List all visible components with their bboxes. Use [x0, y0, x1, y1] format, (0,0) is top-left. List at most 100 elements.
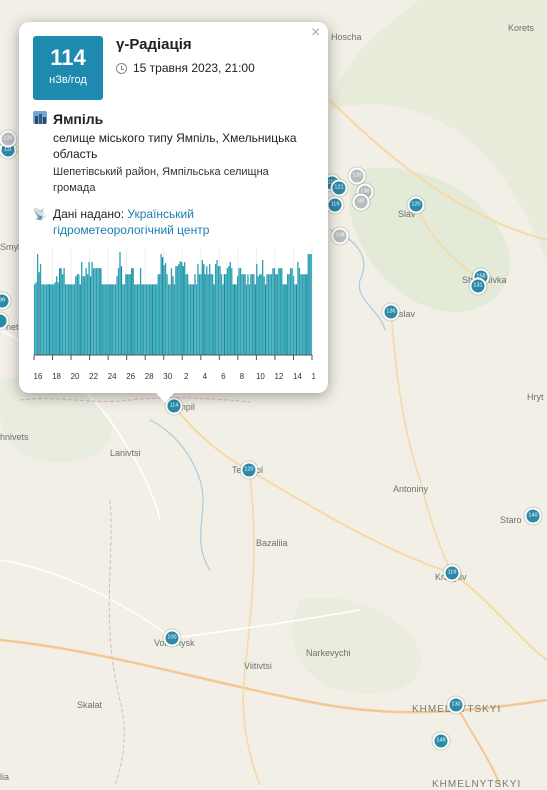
chart-bar	[114, 284, 117, 355]
chart-bar	[286, 274, 289, 355]
chart-bar	[301, 274, 304, 355]
source-link[interactable]: Український гідрометеорологічний центр	[53, 207, 210, 237]
timestamp-text: 15 травня 2023, 21:00	[133, 61, 255, 75]
chart-bar	[176, 266, 178, 355]
station-marker[interactable]: 130	[348, 167, 366, 185]
chart-bar	[91, 262, 93, 355]
station-marker[interactable]: 99	[352, 193, 370, 211]
chart-bar	[97, 268, 99, 355]
chart-bar	[288, 274, 290, 355]
station-marker[interactable]: 120	[407, 196, 425, 214]
chart-bar	[292, 276, 295, 355]
chart-bar	[267, 274, 270, 355]
chart-bar	[250, 274, 252, 355]
chart-bar	[281, 268, 283, 355]
chart-bar	[154, 284, 156, 355]
x-tick-label: 16	[312, 372, 315, 381]
x-tick-label: 10	[256, 372, 265, 381]
chart-bar	[172, 276, 174, 355]
chart-bar	[259, 274, 261, 355]
city-icon	[33, 111, 47, 124]
place-label: Lanivtsi	[110, 448, 141, 458]
chart-bar	[95, 268, 98, 355]
chart-bar	[206, 266, 208, 355]
station-marker[interactable]: 119	[326, 196, 344, 214]
station-marker[interactable]: 149	[432, 732, 450, 750]
station-marker[interactable]: 114	[165, 397, 183, 415]
station-marker[interactable]: 108	[331, 227, 349, 245]
place-label: Antoniny	[393, 484, 429, 494]
station-marker[interactable]: 99	[0, 292, 11, 310]
place-label: Viitivtsi	[244, 661, 272, 671]
history-chart: 1618202224262830246810121416	[33, 249, 315, 381]
chart-bar	[79, 284, 81, 355]
chart-bar	[110, 284, 112, 355]
chart-bar	[175, 266, 177, 355]
chart-bar	[64, 284, 67, 355]
station-marker[interactable]: 130	[447, 696, 465, 714]
chart-bar	[41, 284, 43, 355]
chart-bar	[78, 274, 80, 355]
x-tick-label: 2	[184, 372, 189, 381]
chart-bar	[219, 266, 221, 355]
chart-bar	[192, 284, 195, 355]
chart-bar	[119, 252, 121, 355]
chart-bar	[241, 274, 243, 355]
chart-bar	[131, 268, 133, 355]
chart-bar	[194, 274, 196, 355]
station-marker[interactable]: 126	[0, 130, 17, 148]
chart-bar	[278, 268, 280, 355]
chart-bar	[304, 274, 306, 355]
station-marker[interactable]: 119	[443, 564, 461, 582]
chart-bar	[39, 264, 42, 355]
chart-bar	[239, 268, 242, 355]
chart-bar	[148, 284, 151, 355]
chart-bar	[195, 284, 198, 355]
station-marker[interactable]: 140	[524, 507, 542, 525]
chart-bar	[289, 268, 292, 355]
source-prefix: Дані надано:	[53, 207, 125, 221]
station-marker[interactable]: 100	[163, 629, 181, 647]
chart-bar	[144, 284, 146, 355]
reading-unit: нЗв/год	[49, 74, 87, 86]
station-marker[interactable]: 120	[240, 461, 258, 479]
chart-bar	[228, 266, 230, 355]
chart-bar	[294, 284, 296, 355]
chart-bar	[203, 264, 205, 355]
chart-bar	[89, 276, 92, 355]
chart-bar	[47, 284, 49, 355]
place-label: Iziaslav	[385, 309, 416, 319]
chart-bar	[297, 262, 299, 355]
chart-bar	[189, 284, 192, 355]
station-marker[interactable]: 136	[382, 303, 400, 321]
close-button[interactable]: ×	[311, 24, 321, 41]
chart-bar	[264, 284, 267, 355]
chart-bar	[103, 284, 105, 355]
chart-bar	[273, 268, 276, 355]
chart-bar	[272, 268, 274, 355]
chart-bar	[245, 284, 248, 355]
chart-bar	[147, 284, 149, 355]
station-marker[interactable]: 131	[469, 277, 487, 295]
chart-bar	[73, 284, 76, 355]
place-label: Narkevychi	[306, 648, 351, 658]
chart-bar	[132, 268, 134, 355]
chart-bar	[92, 268, 95, 355]
chart-bar	[111, 284, 114, 355]
popup-tip	[156, 393, 174, 403]
chart-bar	[244, 274, 246, 355]
chart-bar	[282, 284, 284, 355]
chart-bar	[260, 274, 262, 355]
x-tick-label: 26	[126, 372, 135, 381]
chart-bar	[63, 268, 65, 355]
chart-bar	[42, 284, 45, 355]
chart-bar	[53, 284, 55, 355]
chart-bar	[253, 274, 255, 355]
chart-bar	[300, 274, 302, 355]
chart-bar	[211, 274, 214, 355]
timestamp: 15 травня 2023, 21:00	[116, 61, 255, 75]
chart-bar	[67, 284, 70, 355]
station-marker[interactable]: 121	[330, 179, 348, 197]
chart-bar	[275, 274, 277, 355]
x-tick-label: 6	[221, 372, 226, 381]
